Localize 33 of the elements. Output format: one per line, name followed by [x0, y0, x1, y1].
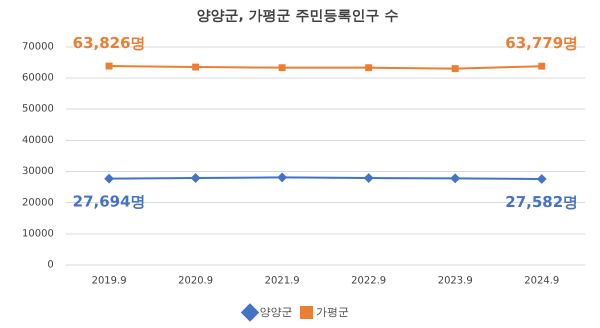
point [365, 64, 372, 72]
y-tick-label: 0 [47, 260, 54, 271]
y-tick-label: 70000 [22, 41, 54, 52]
point [364, 174, 374, 183]
y-tick-label: 30000 [22, 166, 54, 178]
point [278, 172, 287, 182]
point [278, 64, 286, 72]
point [450, 174, 460, 183]
point [452, 65, 459, 72]
point [191, 174, 200, 183]
annotation: 63,779명 [505, 34, 578, 52]
y-tick-label: 10000 [22, 228, 54, 240]
point [537, 174, 546, 184]
y-tick-label: 40000 [22, 134, 54, 146]
x-tick-label: 2021.9 [264, 276, 300, 287]
x-tick-label: 2020.9 [178, 276, 214, 287]
legend-label: 양양군 [260, 305, 292, 318]
x-tick-label: 2019.9 [92, 276, 127, 287]
y-tick-label: 50000 [22, 104, 54, 115]
annotation: 27,694명 [72, 192, 146, 211]
point [538, 62, 546, 70]
point [106, 62, 113, 70]
chart-title: 양양군, 가평군 주민등록인구 수 [196, 8, 398, 24]
annotation: 27,582명 [505, 192, 578, 211]
legend-label: 가평군 [316, 305, 349, 318]
point [192, 64, 200, 71]
x-tick-label: 2022.9 [351, 276, 386, 287]
x-tick-label: 2024.9 [524, 276, 560, 287]
y-tick-label: 20000 [22, 197, 54, 208]
y-tick-label: 60000 [22, 72, 54, 84]
annotation: 63,826명 [72, 34, 146, 52]
x-tick-label: 2023.9 [438, 276, 473, 287]
point [104, 174, 114, 184]
